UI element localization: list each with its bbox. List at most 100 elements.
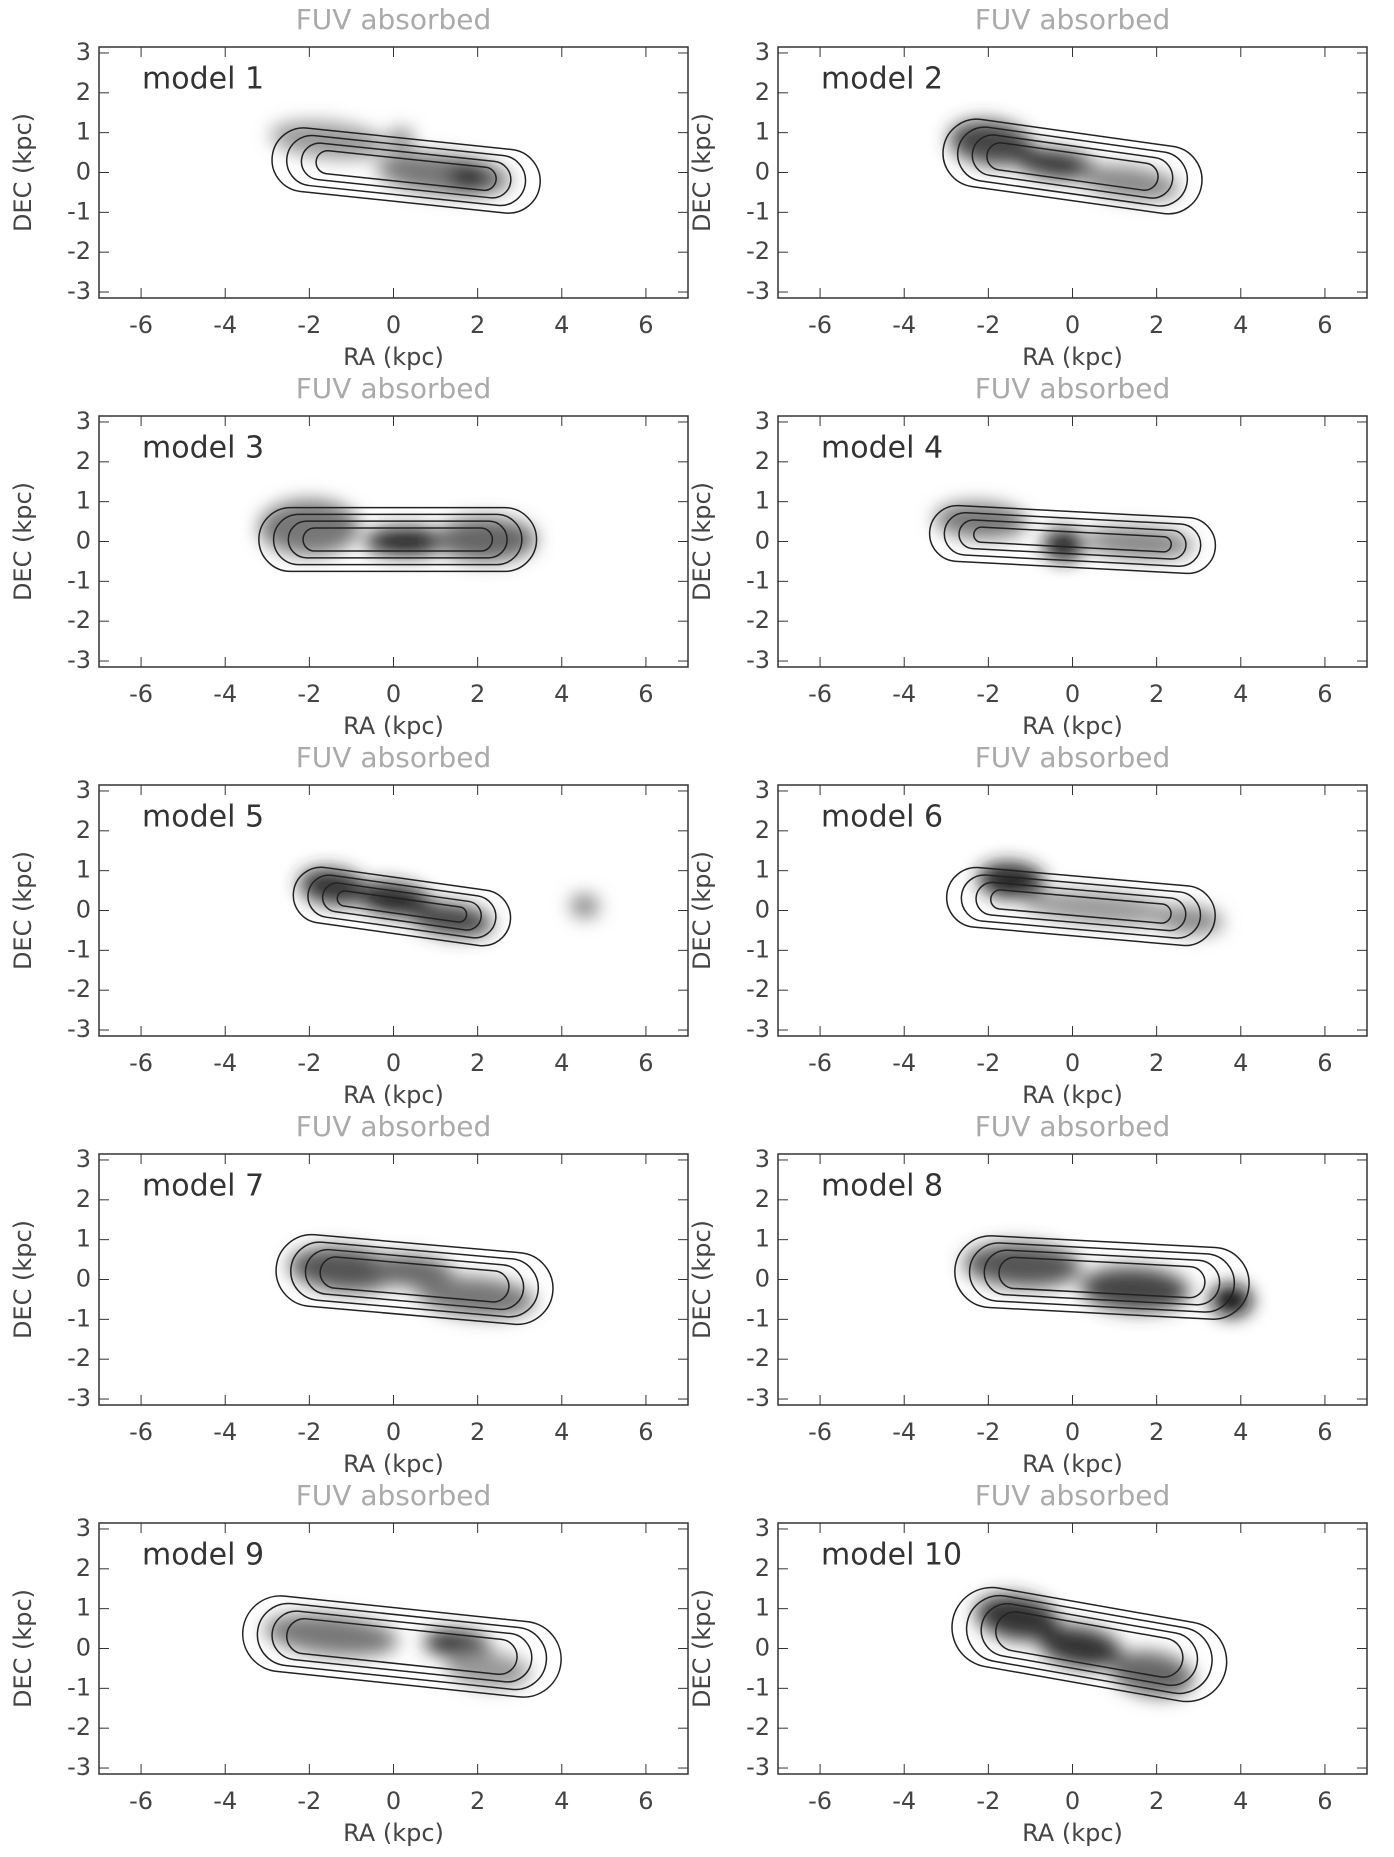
x-tick-label: 0 bbox=[1065, 1049, 1080, 1077]
contour bbox=[315, 149, 497, 192]
x-tick-label: -6 bbox=[129, 1049, 153, 1077]
y-tick-label: 0 bbox=[755, 1265, 770, 1293]
y-tick-label: -3 bbox=[746, 1015, 770, 1043]
x-tick-label: 2 bbox=[1149, 1418, 1164, 1446]
x-axis-label: RA (kpc) bbox=[343, 1819, 444, 1847]
fuv-blob bbox=[270, 121, 388, 160]
y-tick-label: 1 bbox=[755, 856, 770, 884]
y-tick-label: 1 bbox=[76, 118, 91, 146]
x-tick-label: 2 bbox=[470, 311, 485, 339]
x-axis-label: RA (kpc) bbox=[1022, 1081, 1123, 1109]
y-tick-label: -2 bbox=[67, 237, 91, 265]
contour bbox=[998, 1256, 1206, 1299]
contour bbox=[965, 1594, 1213, 1695]
x-tick-label: 6 bbox=[1317, 680, 1332, 708]
y-tick-label: 1 bbox=[755, 118, 770, 146]
image bbox=[945, 862, 1224, 947]
y-tick-label: 2 bbox=[76, 447, 91, 475]
y-tick-label: 3 bbox=[76, 1514, 91, 1542]
y-tick-label: 2 bbox=[755, 78, 770, 106]
x-tick-label: -6 bbox=[129, 1418, 153, 1446]
y-tick-label: -2 bbox=[746, 1344, 770, 1372]
x-tick-label: 6 bbox=[1317, 1049, 1332, 1077]
x-tick-label: -6 bbox=[808, 1049, 832, 1077]
fuv-blob bbox=[1042, 529, 1085, 561]
x-axis-label: RA (kpc) bbox=[343, 343, 444, 371]
y-tick-label: -3 bbox=[746, 1384, 770, 1412]
contour bbox=[271, 1610, 533, 1683]
x-tick-label: -4 bbox=[892, 680, 916, 708]
fuv-map bbox=[264, 1614, 531, 1688]
x-tick-label: 2 bbox=[1149, 680, 1164, 708]
contour bbox=[942, 118, 1203, 215]
x-tick-label: 4 bbox=[1233, 311, 1248, 339]
y-tick-label: 2 bbox=[755, 447, 770, 475]
x-tick-label: 0 bbox=[1065, 311, 1080, 339]
x-tick-label: 0 bbox=[386, 1418, 401, 1446]
fuv-blob bbox=[356, 882, 432, 917]
contour bbox=[285, 134, 527, 207]
y-tick-label: 2 bbox=[76, 1554, 91, 1582]
x-tick-label: 0 bbox=[386, 311, 401, 339]
y-tick-label: -2 bbox=[67, 606, 91, 634]
x-tick-label: -2 bbox=[976, 1787, 1000, 1815]
model-label: model 5 bbox=[142, 800, 264, 835]
x-axis-label: RA (kpc) bbox=[1022, 1450, 1123, 1478]
y-tick-label: -2 bbox=[746, 606, 770, 634]
x-tick-label: 2 bbox=[1149, 1787, 1164, 1815]
y-tick-label: -1 bbox=[67, 935, 91, 963]
fuv-blob bbox=[1014, 149, 1098, 180]
y-tick-label: -2 bbox=[746, 975, 770, 1003]
y-tick-label: 2 bbox=[755, 1554, 770, 1582]
y-tick-label: -1 bbox=[67, 197, 91, 225]
y-tick-label: -1 bbox=[67, 1673, 91, 1701]
x-tick-label: -2 bbox=[297, 311, 321, 339]
x-tick-label: -4 bbox=[213, 1787, 237, 1815]
x-tick-label: 0 bbox=[1065, 680, 1080, 708]
contour bbox=[241, 1595, 562, 1698]
x-tick-label: 6 bbox=[638, 1787, 653, 1815]
x-tick-label: -4 bbox=[892, 1418, 916, 1446]
contour bbox=[290, 1241, 540, 1318]
contour bbox=[275, 1233, 554, 1326]
x-tick-label: 2 bbox=[1149, 311, 1164, 339]
fuv-map bbox=[977, 862, 1224, 935]
image bbox=[241, 1595, 562, 1698]
contour bbox=[319, 1256, 510, 1303]
contour bbox=[960, 874, 1202, 939]
y-tick-label: 1 bbox=[76, 1225, 91, 1253]
x-tick-label: -2 bbox=[976, 1418, 1000, 1446]
contour bbox=[307, 874, 497, 939]
x-axis-label: RA (kpc) bbox=[343, 712, 444, 740]
x-tick-label: 6 bbox=[1317, 1787, 1332, 1815]
image bbox=[258, 499, 538, 573]
contour bbox=[336, 890, 468, 923]
y-tick-label: 0 bbox=[755, 527, 770, 555]
panel: -6 -4 -2 0 2 4 6 -3 -2 -1 0 1 2 3 FUV absorbed model 3 R… bbox=[9, 372, 689, 740]
y-tick-label: 2 bbox=[76, 1185, 91, 1213]
x-tick-label: -6 bbox=[808, 1418, 832, 1446]
x-tick-label: 4 bbox=[554, 1418, 569, 1446]
y-tick-label: 0 bbox=[76, 1634, 91, 1662]
y-tick-label: 1 bbox=[755, 1225, 770, 1253]
panel-title: FUV absorbed bbox=[296, 1110, 492, 1143]
fuv-blob bbox=[264, 1614, 399, 1657]
panel-title: FUV absorbed bbox=[296, 372, 492, 405]
fuv-blob bbox=[289, 1246, 399, 1292]
y-tick-label: -3 bbox=[67, 1384, 91, 1412]
x-tick-label: 2 bbox=[470, 1049, 485, 1077]
fuv-map bbox=[949, 120, 1180, 200]
x-tick-label: -2 bbox=[976, 1049, 1000, 1077]
contour bbox=[321, 882, 482, 931]
contour bbox=[951, 1586, 1228, 1703]
y-tick-label: -3 bbox=[746, 646, 770, 674]
fuv-map bbox=[963, 1243, 1253, 1317]
image bbox=[942, 118, 1203, 215]
y-tick-label: 3 bbox=[76, 776, 91, 804]
y-tick-label: 1 bbox=[76, 1594, 91, 1622]
contour bbox=[943, 512, 1202, 567]
contour bbox=[975, 881, 1187, 932]
y-tick-label: -1 bbox=[746, 566, 770, 594]
model-label: model 1 bbox=[142, 62, 264, 97]
